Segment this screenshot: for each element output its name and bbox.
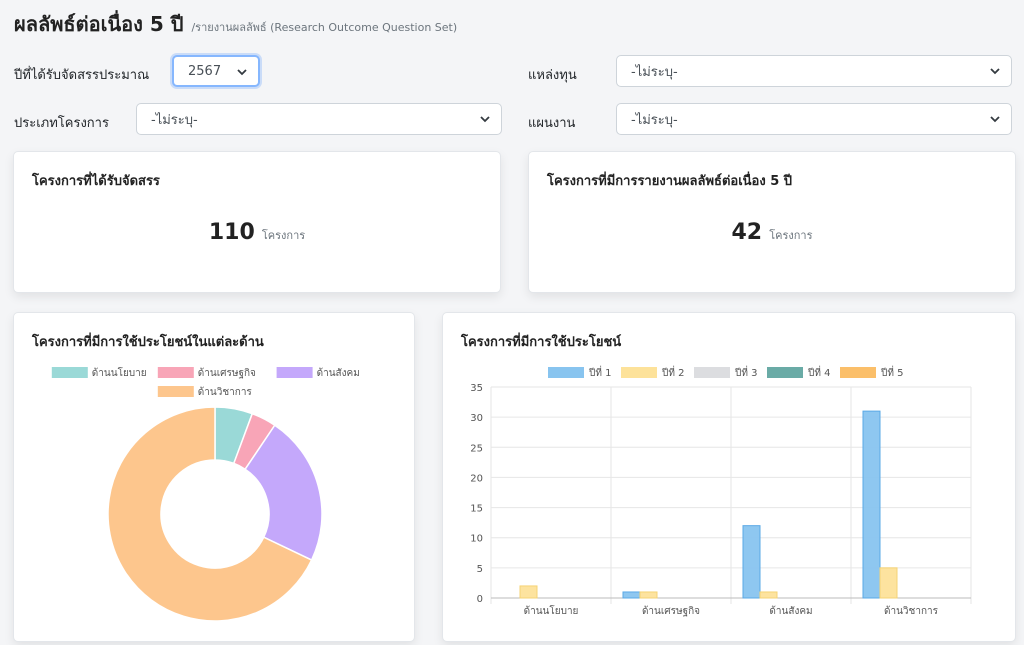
chevron-down-icon <box>480 116 490 123</box>
bar[interactable] <box>759 591 778 599</box>
allocated-card-title: โครงการที่ได้รับจัดสรร <box>32 174 160 189</box>
page-title: ผลลัพธ์ต่อเนื่อง 5 ปี <box>14 12 184 36</box>
x-tick-label: ด้านนโยบาย <box>524 604 579 617</box>
bar[interactable] <box>862 410 881 599</box>
legend-swatch[interactable] <box>157 367 194 378</box>
legend-swatch[interactable] <box>840 367 876 378</box>
fund-select-value: -ไม่ระบุ- <box>631 64 678 80</box>
legend-label[interactable]: ปีที่ 2 <box>661 365 684 379</box>
year-filter-label: ปีที่ได้รับจัดสรรประมาณ <box>14 68 150 83</box>
page-subtitle: /รายงานผลลัพธ์ (Research Outcome Questio… <box>191 21 458 34</box>
reported-stat: 42 โครงการ <box>529 220 1015 245</box>
legend-swatch[interactable] <box>51 367 88 378</box>
fund-filter-label: แหล่งทุน <box>528 68 577 83</box>
donut-slice[interactable] <box>107 406 313 622</box>
legend-label[interactable]: ปีที่ 3 <box>734 365 757 379</box>
y-tick-label: 10 <box>470 534 483 545</box>
chevron-down-icon <box>990 116 1000 123</box>
x-tick-label: ด้านเศรษฐกิจ <box>642 605 700 617</box>
y-tick-label: 35 <box>470 383 483 394</box>
x-tick-label: ด้านสังคม <box>769 605 812 617</box>
year-select[interactable]: 2567 <box>172 55 260 87</box>
plan-select[interactable]: -ไม่ระบุ- <box>616 103 1012 135</box>
legend-label[interactable]: ด้านวิชาการ <box>198 386 253 398</box>
page-header: ผลลัพธ์ต่อเนื่อง 5 ปี /รายงานผลลัพธ์ (Re… <box>14 8 457 40</box>
fund-select[interactable]: -ไม่ระบุ- <box>616 55 1012 87</box>
donut-card-title: โครงการที่มีการใช้ประโยชน์ในแต่ละด้าน <box>32 335 264 350</box>
x-tick-label: ด้านวิชาการ <box>884 605 939 617</box>
bar[interactable] <box>879 567 898 599</box>
y-tick-label: 5 <box>477 564 483 575</box>
bar-chart: ปีที่ 1 ปีที่ 2 ปีที่ 3 ปีที่ 4 ปีที่ 5 0 5 10 1… <box>470 365 972 617</box>
type-select[interactable]: -ไม่ระบุ- <box>136 103 502 135</box>
allocated-count: 110 <box>208 220 255 245</box>
reported-card-title: โครงการที่มีการรายงานผลลัพธ์ต่อเนื่อง 5 … <box>547 174 793 189</box>
donut-slice[interactable] <box>244 424 323 562</box>
donut-chart: ด้านนโยบาย ด้านเศรษฐกิจ ด้านสังคมด้านวิชาก… <box>51 366 360 622</box>
plan-select-value: -ไม่ระบุ- <box>631 112 678 128</box>
reported-count: 42 <box>731 220 763 245</box>
chevron-down-icon <box>237 69 247 76</box>
legend-label[interactable]: ปีที่ 4 <box>807 365 830 379</box>
allocated-stat: 110 โครงการ <box>14 220 500 245</box>
type-filter-label: ประเภทโครงการ <box>14 116 109 131</box>
y-tick-label: 20 <box>470 473 483 484</box>
bar-card-title: โครงการที่มีการใช้ประโยชน์ <box>461 335 622 350</box>
legend-label[interactable]: ปีที่ 5 <box>880 365 903 379</box>
reported-projects-card: โครงการที่มีการรายงานผลลัพธ์ต่อเนื่อง 5 … <box>528 151 1016 293</box>
bar[interactable] <box>519 585 538 599</box>
legend-label[interactable]: ด้านสังคม <box>317 367 360 379</box>
legend-swatch[interactable] <box>621 367 657 378</box>
legend-swatch[interactable] <box>694 367 730 378</box>
legend-label[interactable]: ด้านนโยบาย <box>92 366 147 379</box>
reported-unit: โครงการ <box>769 229 813 242</box>
plan-filter-label: แผนงาน <box>528 116 576 131</box>
bar[interactable] <box>622 591 641 599</box>
legend-label[interactable]: ด้านเศรษฐกิจ <box>198 367 256 379</box>
legend-swatch[interactable] <box>767 367 803 378</box>
bar-chart-card: โครงการที่มีการใช้ประโยชน์ ปีที่ 1 ปีที่ … <box>442 312 1016 642</box>
y-tick-label: 30 <box>470 413 483 424</box>
type-select-value: -ไม่ระบุ- <box>151 112 198 128</box>
year-select-value: 2567 <box>188 63 222 79</box>
legend-swatch[interactable] <box>276 367 313 378</box>
donut-chart-card: โครงการที่มีการใช้ประโยชน์ในแต่ละด้าน ด้… <box>13 312 415 642</box>
chevron-down-icon <box>990 68 1000 75</box>
y-tick-label: 0 <box>477 594 483 605</box>
legend-swatch[interactable] <box>157 386 194 397</box>
legend-label[interactable]: ปีที่ 1 <box>588 365 611 379</box>
bar[interactable] <box>639 591 658 599</box>
bar[interactable] <box>742 525 761 599</box>
allocated-projects-card: โครงการที่ได้รับจัดสรร 110 โครงการ <box>13 151 501 293</box>
y-tick-label: 25 <box>470 443 483 454</box>
legend-swatch[interactable] <box>548 367 584 378</box>
allocated-unit: โครงการ <box>261 229 306 242</box>
y-tick-label: 15 <box>470 504 483 515</box>
